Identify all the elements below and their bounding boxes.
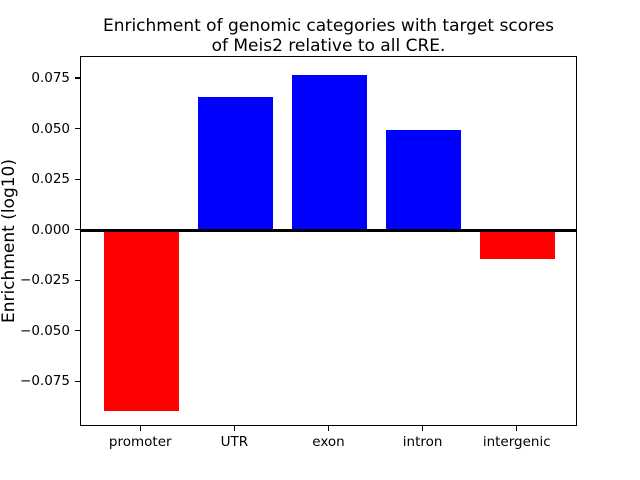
y-tick-mark	[75, 279, 80, 281]
y-tick-label: −0.050	[20, 322, 70, 339]
y-tick-label: −0.075	[20, 373, 70, 390]
x-tick-label-exon: exon	[312, 434, 345, 450]
y-tick-mark	[75, 77, 80, 79]
y-tick-label: 0.075	[31, 70, 70, 87]
x-tick-mark	[139, 426, 141, 431]
bar-exon	[291, 74, 368, 231]
x-tick-mark	[327, 426, 330, 431]
plot-area	[80, 56, 577, 426]
y-tick-mark	[75, 178, 80, 180]
y-tick-mark	[75, 229, 80, 231]
y-tick-mark	[75, 127, 80, 130]
y-tick-label: 0.025	[31, 171, 70, 188]
x-tick-mark	[422, 426, 424, 431]
bar-promoter	[103, 230, 179, 411]
zero-line	[81, 229, 576, 232]
y-tick-mark	[75, 330, 80, 332]
x-tick-label-promoter: promoter	[108, 434, 172, 450]
y-tick-label: 0.050	[31, 120, 70, 137]
x-tick-label-intron: intron	[402, 434, 443, 450]
x-tick-label-UTR: UTR	[220, 434, 249, 450]
bar-intergenic	[480, 230, 556, 259]
y-tick-label: −0.025	[20, 272, 70, 289]
x-tick-mark	[233, 426, 235, 431]
bar-intron	[385, 129, 462, 231]
chart-title: Enrichment of genomic categories with ta…	[102, 16, 555, 56]
y-tick-mark	[75, 380, 80, 382]
x-tick-mark	[516, 426, 518, 431]
x-tick-label-intergenic: intergenic	[482, 434, 551, 450]
bar-UTR	[197, 97, 274, 231]
y-tick-label: 0.000	[31, 221, 70, 238]
